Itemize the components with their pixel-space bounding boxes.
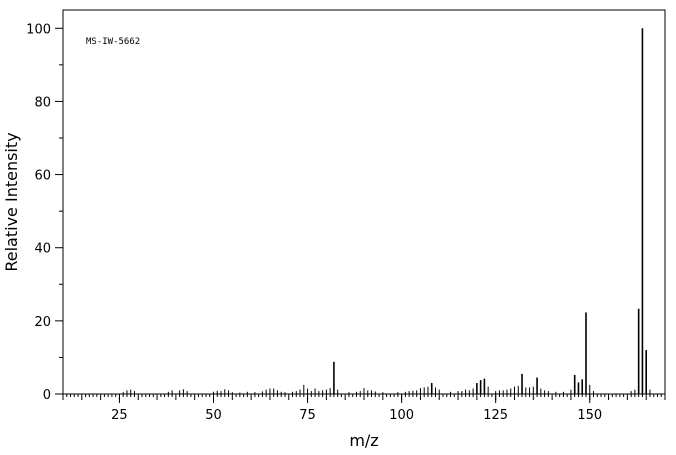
x-tick-label: 150 <box>577 408 602 423</box>
y-tick-label: 60 <box>34 169 51 184</box>
y-tick-label: 20 <box>34 315 51 330</box>
x-axis-title: m/z <box>349 431 378 450</box>
x-tick-label: 125 <box>483 408 508 423</box>
x-tick-label: 50 <box>205 408 222 423</box>
x-minor-ticks <box>62 394 666 400</box>
x-tick-label: 100 <box>389 408 414 423</box>
spectrum-id-annotation: MS-IW-5662 <box>86 37 140 47</box>
x-tick-label: 75 <box>299 408 316 423</box>
x-tick-label: 25 <box>111 408 128 423</box>
y-tick-label: 100 <box>26 22 51 37</box>
y-tick-label: 0 <box>43 388 51 403</box>
x-axis-ticks: 25 50 75 100 125 150 <box>111 394 602 423</box>
y-axis-title: Relative Intensity <box>2 132 21 271</box>
plot-frame <box>62 9 666 395</box>
y-tick-label: 40 <box>34 242 51 257</box>
y-axis-ticks: 0 20 40 60 80 100 <box>26 22 63 403</box>
spectrum-bars <box>122 28 651 394</box>
y-tick-label: 80 <box>34 95 51 110</box>
